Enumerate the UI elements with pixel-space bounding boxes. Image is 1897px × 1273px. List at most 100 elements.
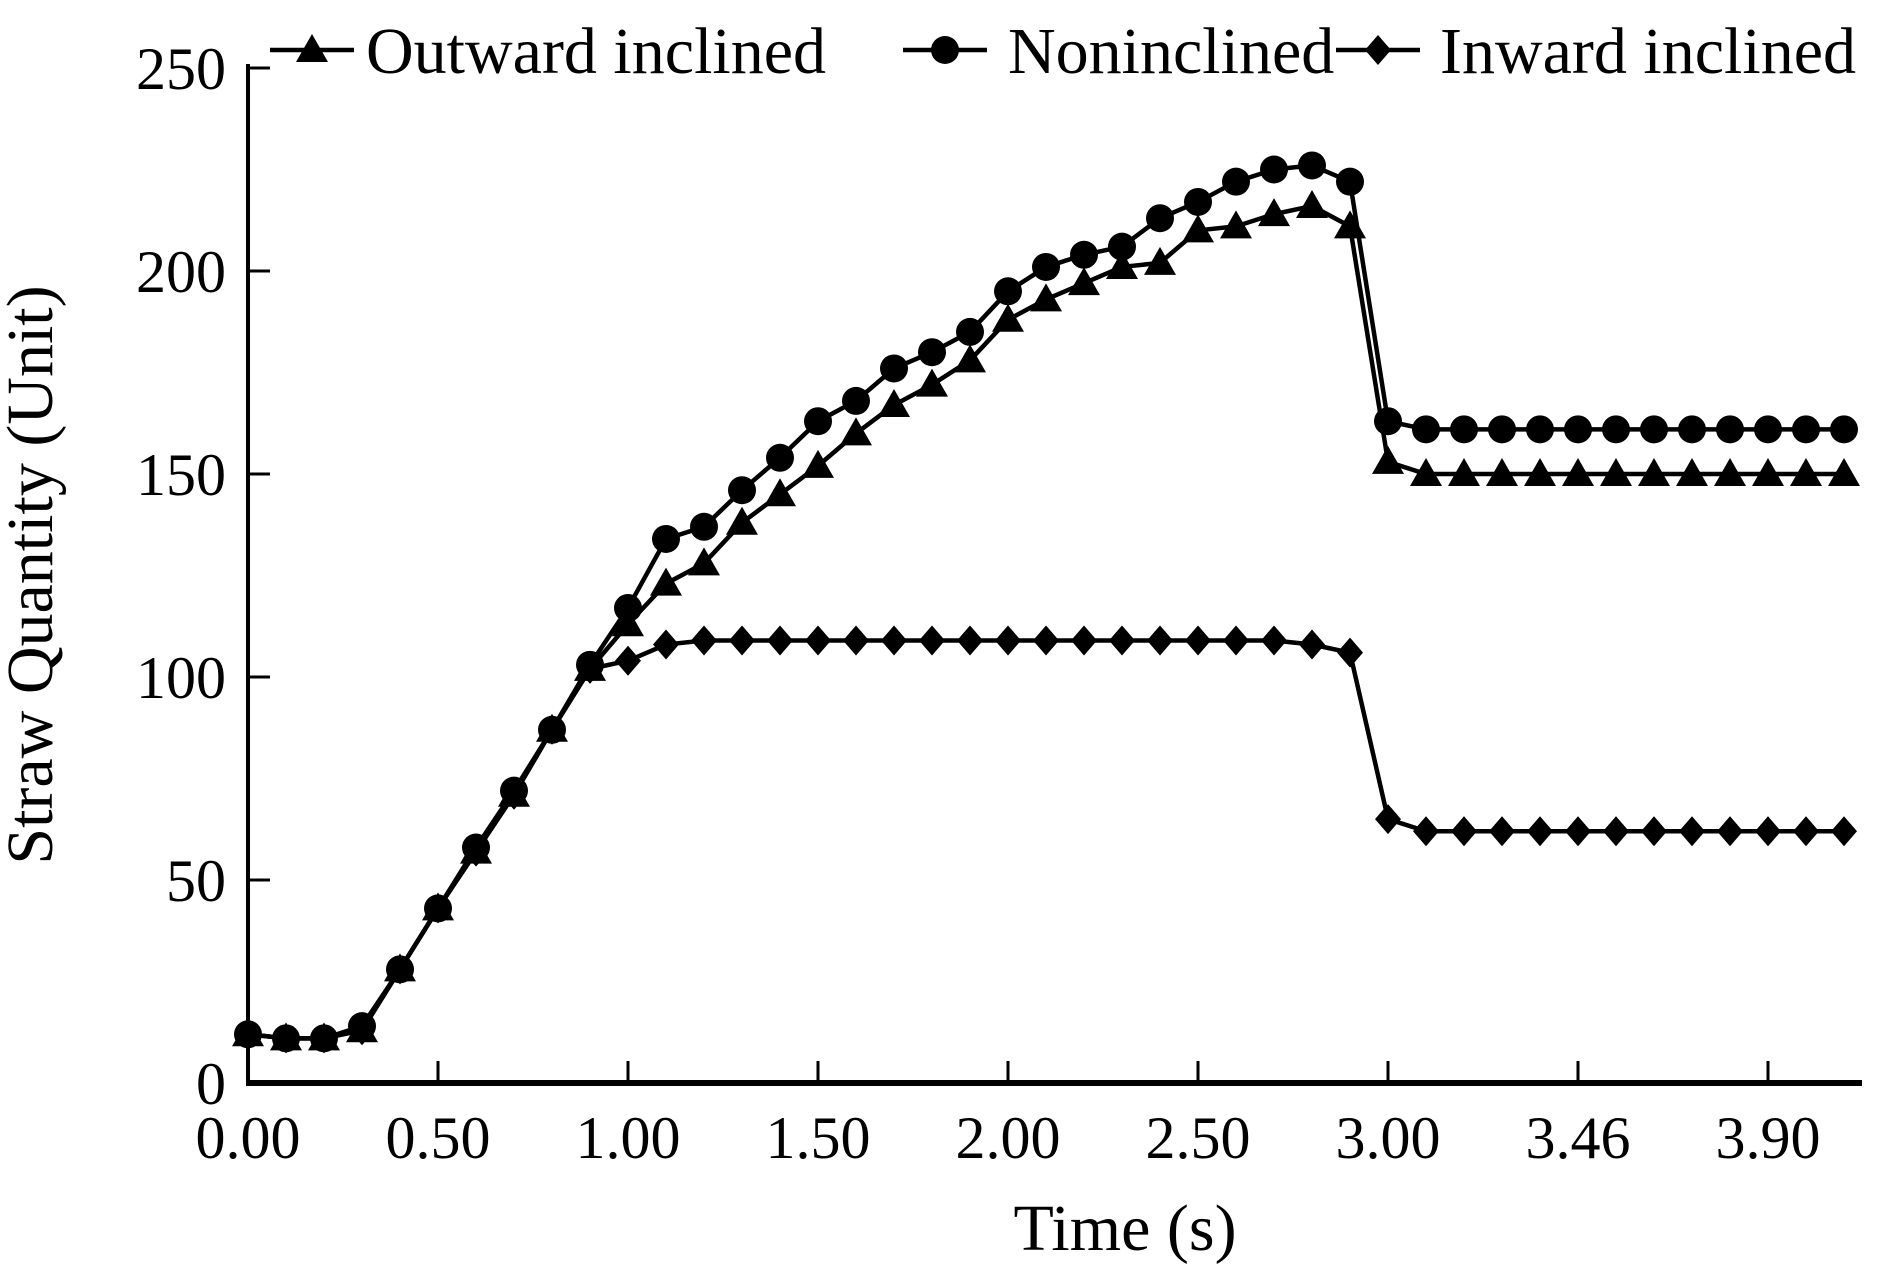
diamond-marker-icon xyxy=(691,625,717,656)
triangle-marker-icon xyxy=(1258,198,1290,227)
x-tick-label: 1.00 xyxy=(576,1105,681,1171)
diamond-marker-icon xyxy=(653,629,679,660)
triangle-marker-icon xyxy=(1828,458,1860,486)
triangle-marker-icon xyxy=(954,344,986,373)
x-tick-label: 0.50 xyxy=(386,1105,491,1171)
legend-label: Inward inclined xyxy=(1440,15,1856,88)
triangle-marker-icon xyxy=(1220,210,1252,239)
triangle-marker-icon xyxy=(1486,458,1518,486)
diamond-marker-icon xyxy=(1299,629,1325,660)
x-tick-label: 3.90 xyxy=(1716,1105,1821,1171)
diamond-marker-icon xyxy=(1185,625,1211,656)
triangle-marker-icon xyxy=(992,303,1024,332)
circle-marker-icon xyxy=(842,386,870,415)
legend-item: Outward inclined xyxy=(270,15,826,88)
circle-marker-icon xyxy=(1336,167,1364,196)
y-axis-title: Straw Quantity (Unit) xyxy=(0,285,67,864)
triangle-marker-icon xyxy=(802,449,834,478)
diamond-marker-icon xyxy=(1641,816,1667,847)
diamond-marker-icon xyxy=(1147,625,1173,656)
triangle-marker-icon xyxy=(1372,445,1404,474)
triangle-marker-icon xyxy=(1448,458,1480,486)
diamond-marker-icon xyxy=(995,625,1021,656)
x-tick-label: 3.46 xyxy=(1526,1105,1631,1171)
circle-marker-icon xyxy=(1032,252,1060,281)
legend-label: Outward inclined xyxy=(366,15,826,88)
x-axis-title: Time (s) xyxy=(1013,1192,1236,1265)
legend-item: Noninclined xyxy=(903,15,1334,88)
triangle-marker-icon xyxy=(726,506,758,535)
triangle-marker-icon xyxy=(1144,246,1176,275)
diamond-marker-icon xyxy=(1527,816,1553,847)
triangle-marker-icon xyxy=(1296,190,1328,219)
circle-marker-icon xyxy=(931,36,959,64)
diamond-marker-icon xyxy=(919,625,945,656)
circle-marker-icon xyxy=(1374,407,1402,436)
diamond-marker-icon xyxy=(615,645,641,676)
circle-marker-icon xyxy=(1450,415,1478,444)
circle-marker-icon xyxy=(766,443,794,472)
diamond-marker-icon xyxy=(1451,816,1477,847)
triangle-marker-icon xyxy=(1068,267,1100,296)
y-tick-label: 50 xyxy=(166,848,226,914)
circle-marker-icon xyxy=(500,776,528,805)
triangle-marker-icon xyxy=(688,547,720,576)
x-tick-label: 3.00 xyxy=(1336,1105,1441,1171)
triangle-marker-icon xyxy=(1714,458,1746,486)
triangle-marker-icon xyxy=(1562,458,1594,486)
circle-marker-icon xyxy=(614,593,642,622)
diamond-marker-icon xyxy=(1603,816,1629,847)
circle-marker-icon xyxy=(1564,415,1592,444)
y-tick-label: 250 xyxy=(136,36,226,102)
circle-marker-icon xyxy=(652,524,680,553)
circle-marker-icon xyxy=(1260,155,1288,184)
triangle-marker-icon xyxy=(1752,458,1784,486)
circle-marker-icon xyxy=(538,715,566,744)
diamond-marker-icon xyxy=(1679,816,1705,847)
y-tick-label: 200 xyxy=(136,239,226,305)
triangle-marker-icon xyxy=(1676,458,1708,486)
diamond-marker-icon xyxy=(1261,625,1287,656)
circle-marker-icon xyxy=(918,338,946,367)
y-tick-label: 100 xyxy=(136,645,226,711)
y-tick-label: 150 xyxy=(136,442,226,508)
triangle-marker-icon xyxy=(1790,458,1822,486)
triangle-marker-icon xyxy=(1524,458,1556,486)
triangle-marker-icon xyxy=(916,368,948,397)
circle-marker-icon xyxy=(690,512,718,541)
diamond-marker-icon xyxy=(1071,625,1097,656)
diamond-marker-icon xyxy=(729,625,755,656)
circle-marker-icon xyxy=(348,1012,376,1041)
diamond-marker-icon xyxy=(1413,816,1439,847)
diamond-marker-icon xyxy=(805,625,831,656)
circle-marker-icon xyxy=(234,1020,262,1049)
circle-marker-icon xyxy=(1222,167,1250,196)
diamond-marker-icon xyxy=(767,625,793,656)
diamond-marker-icon xyxy=(1717,816,1743,847)
triangle-marker-icon xyxy=(840,417,872,446)
circle-marker-icon xyxy=(994,277,1022,306)
triangle-marker-icon xyxy=(612,608,644,637)
circle-marker-icon xyxy=(424,894,452,923)
circle-marker-icon xyxy=(462,833,490,862)
data-series xyxy=(232,151,1860,1054)
series-triangle xyxy=(232,190,1860,1051)
triangle-marker-icon xyxy=(1030,283,1062,312)
diamond-marker-icon xyxy=(957,625,983,656)
legend-item: Inward inclined xyxy=(1336,15,1856,88)
diamond-marker-icon xyxy=(1365,35,1391,65)
circle-marker-icon xyxy=(1678,415,1706,444)
series-line xyxy=(247,203,1844,1041)
x-axis-ticks: 0.00 0.50 1.00 1.50 2.00 2.50 3.00 3.46 3.90 xyxy=(196,1061,1821,1171)
circle-marker-icon xyxy=(1412,415,1440,444)
circle-marker-icon xyxy=(728,476,756,505)
circle-marker-icon xyxy=(576,650,604,679)
circle-marker-icon xyxy=(1070,240,1098,269)
circle-marker-icon xyxy=(272,1024,300,1053)
circle-marker-icon xyxy=(1108,232,1136,261)
triangle-marker-icon xyxy=(1600,458,1632,486)
circle-marker-icon xyxy=(880,354,908,383)
x-tick-label: 2.50 xyxy=(1146,1105,1251,1171)
axes xyxy=(246,64,1862,1086)
